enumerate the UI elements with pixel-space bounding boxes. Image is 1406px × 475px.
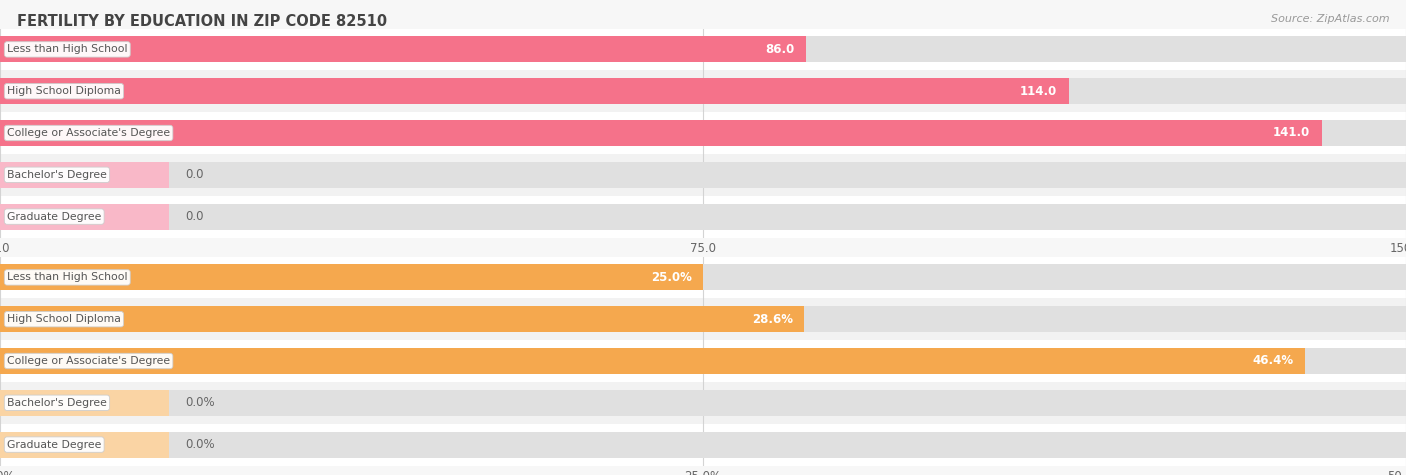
Bar — [0, 204, 1406, 229]
Text: 28.6%: 28.6% — [752, 313, 793, 326]
Bar — [0, 70, 1406, 112]
Bar — [0, 265, 703, 290]
Bar — [0, 28, 1406, 70]
Text: 0.0: 0.0 — [186, 210, 204, 223]
Text: College or Associate's Degree: College or Associate's Degree — [7, 128, 170, 138]
Bar — [0, 154, 1406, 196]
Text: 86.0: 86.0 — [766, 43, 794, 56]
Bar — [0, 162, 1406, 188]
Text: Less than High School: Less than High School — [7, 44, 128, 55]
Text: FERTILITY BY EDUCATION IN ZIP CODE 82510: FERTILITY BY EDUCATION IN ZIP CODE 82510 — [17, 14, 387, 29]
Bar — [0, 78, 1069, 104]
Bar — [0, 390, 1406, 416]
Bar — [0, 432, 169, 457]
Bar — [0, 382, 1406, 424]
Bar — [0, 340, 1406, 382]
Bar — [0, 120, 1406, 146]
Bar — [0, 348, 1406, 374]
Bar — [0, 265, 1406, 290]
Bar — [0, 432, 1406, 457]
Bar — [0, 390, 169, 416]
Bar — [0, 348, 1305, 374]
Bar — [0, 204, 169, 229]
Bar — [0, 298, 1406, 340]
Bar — [0, 37, 1406, 62]
Text: College or Associate's Degree: College or Associate's Degree — [7, 356, 170, 366]
Text: 46.4%: 46.4% — [1253, 354, 1294, 368]
Text: 114.0: 114.0 — [1021, 85, 1057, 98]
Bar — [0, 120, 1322, 146]
Text: 0.0%: 0.0% — [186, 396, 215, 409]
Text: Less than High School: Less than High School — [7, 272, 128, 283]
Text: Graduate Degree: Graduate Degree — [7, 439, 101, 450]
Bar — [0, 162, 169, 188]
Bar — [0, 37, 806, 62]
Text: Source: ZipAtlas.com: Source: ZipAtlas.com — [1271, 14, 1389, 24]
Bar — [0, 306, 1406, 332]
Text: High School Diploma: High School Diploma — [7, 86, 121, 96]
Text: Bachelor's Degree: Bachelor's Degree — [7, 398, 107, 408]
Bar — [0, 306, 804, 332]
Text: Graduate Degree: Graduate Degree — [7, 211, 101, 222]
Bar — [0, 196, 1406, 238]
Text: Bachelor's Degree: Bachelor's Degree — [7, 170, 107, 180]
Text: 0.0%: 0.0% — [186, 438, 215, 451]
Text: 141.0: 141.0 — [1274, 126, 1310, 140]
Bar — [0, 256, 1406, 298]
Text: 0.0: 0.0 — [186, 168, 204, 181]
Text: 25.0%: 25.0% — [651, 271, 692, 284]
Bar — [0, 112, 1406, 154]
Bar — [0, 78, 1406, 104]
Bar — [0, 424, 1406, 466]
Text: High School Diploma: High School Diploma — [7, 314, 121, 324]
